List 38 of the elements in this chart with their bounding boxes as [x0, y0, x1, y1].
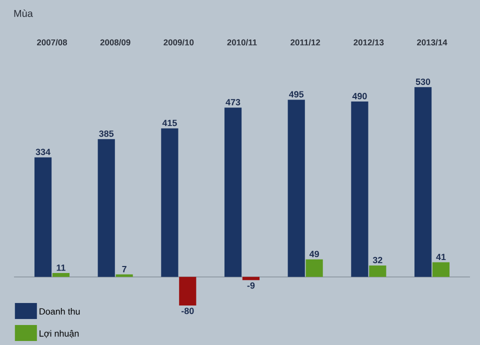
- x-tick-label: 2013/14: [416, 39, 448, 46]
- bar: [224, 108, 242, 277]
- data-label: -80: [182, 308, 194, 314]
- data-label: 530: [416, 78, 430, 85]
- bar: [432, 262, 450, 277]
- bar: [306, 259, 323, 277]
- data-label: 415: [162, 120, 177, 126]
- bar: [288, 100, 305, 277]
- bar: [161, 128, 178, 277]
- data-label: 11: [56, 264, 66, 271]
- x-tick-label: 2008/09: [100, 39, 130, 46]
- data-label: 334: [36, 148, 50, 156]
- bar: [179, 276, 196, 306]
- x-tick-label: 2010/11: [227, 39, 257, 46]
- data-label: 7: [122, 266, 126, 272]
- x-tick-label: 2007/08: [36, 39, 68, 46]
- x-tick-label: 2011/12: [290, 39, 320, 46]
- legend-label: Lợi nhuận: [40, 330, 79, 338]
- x-tick-label: 2012/13: [354, 39, 384, 46]
- x-tick-label: 2009/10: [164, 39, 194, 46]
- data-label: 490: [352, 92, 367, 100]
- bar: [414, 87, 432, 277]
- bar: [242, 276, 260, 280]
- data-label: 41: [436, 254, 446, 260]
- bar: [116, 274, 133, 277]
- data-label: 32: [372, 256, 382, 264]
- data-label: -9: [247, 282, 255, 289]
- chart-title: Mùa: [14, 10, 33, 17]
- bar: [52, 272, 70, 277]
- bar: [98, 139, 115, 277]
- bar: [369, 265, 386, 277]
- legend-label: Doanh thu: [40, 308, 80, 315]
- bar: [351, 101, 368, 277]
- data-label: 473: [226, 98, 240, 106]
- data-label: 385: [99, 130, 114, 137]
- data-label: 49: [309, 250, 319, 258]
- data-label: 495: [289, 91, 304, 98]
- bar: [34, 157, 52, 277]
